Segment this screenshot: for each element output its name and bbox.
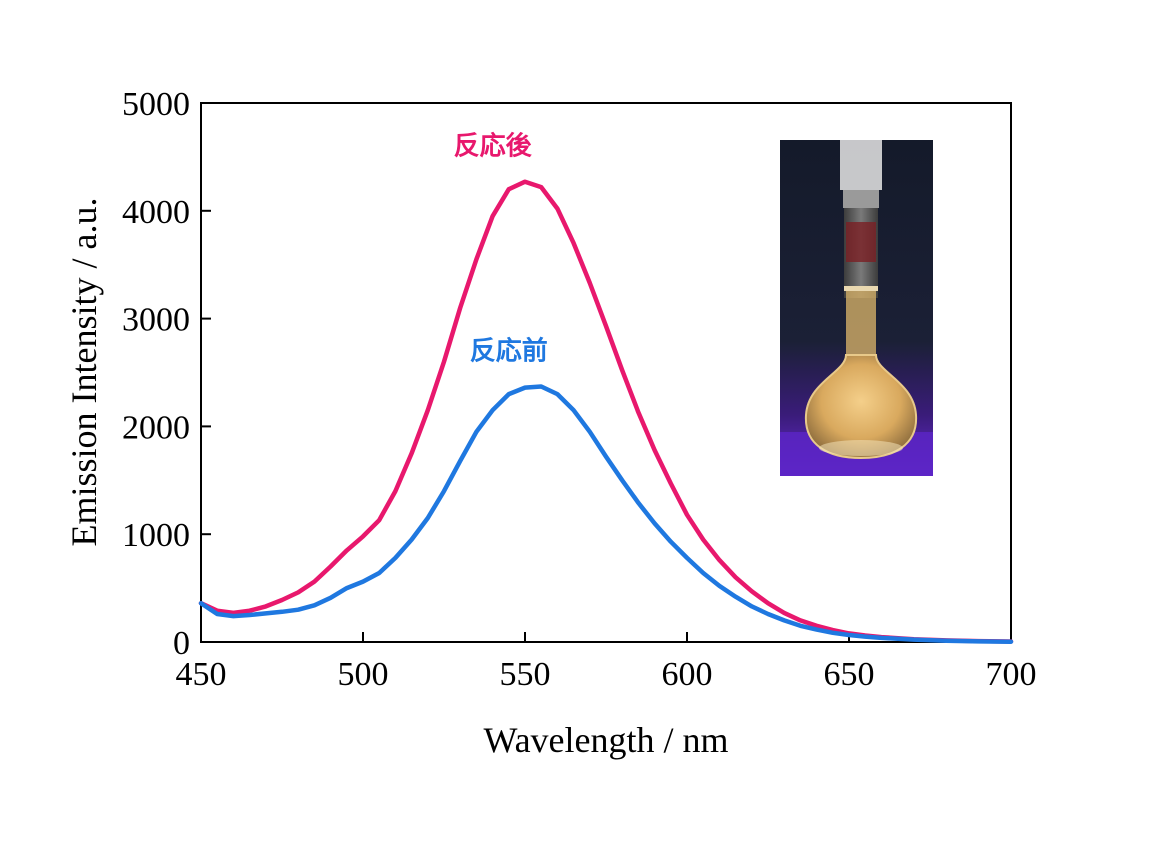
x-tick-label: 550 xyxy=(500,656,551,693)
axis-ticks xyxy=(200,102,1012,643)
y-tick-label: 3000 xyxy=(122,302,190,339)
volumetric-flask-photo xyxy=(780,140,933,476)
y-tick-label: 1000 xyxy=(122,517,190,554)
series-line-0 xyxy=(198,179,1014,644)
plot-frame xyxy=(200,102,1012,643)
y-tick-labels: 0 1000 2000 3000 4000 5000 xyxy=(122,86,190,662)
series-line-1 xyxy=(198,384,1014,644)
x-tick-label: 700 xyxy=(986,656,1037,693)
series-annotation: 反応後 xyxy=(454,131,533,162)
y-tick-label: 4000 xyxy=(122,194,190,231)
y-tick-label: 2000 xyxy=(122,409,190,446)
y-tick-label: 0 xyxy=(173,625,190,662)
x-tick-label: 600 xyxy=(662,656,713,693)
series-lines xyxy=(198,179,1014,644)
x-tick-label: 450 xyxy=(176,656,227,693)
x-tick-labels: 450 500 550 600 650 700 xyxy=(176,656,1037,693)
series-annotation: 反応前 xyxy=(470,336,548,367)
x-axis-title: Wavelength / nm xyxy=(483,720,728,760)
y-tick-label: 5000 xyxy=(122,86,190,123)
y-axis-title: Emission Intensity / a.u. xyxy=(64,198,104,547)
x-tick-label: 500 xyxy=(338,656,389,693)
x-tick-label: 650 xyxy=(824,656,875,693)
